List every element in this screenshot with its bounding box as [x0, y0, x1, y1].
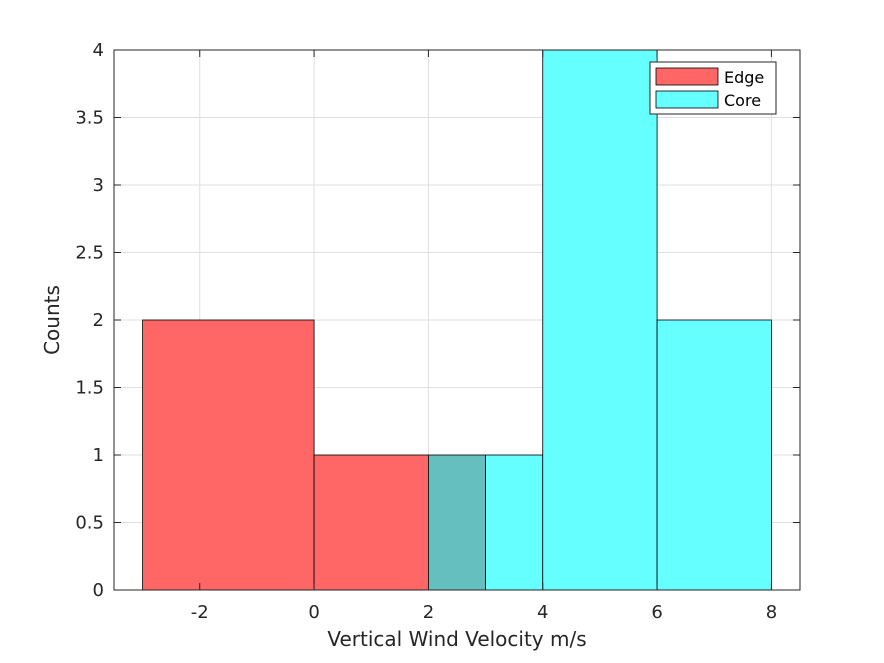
legend-label: Edge — [724, 68, 764, 87]
core-bar — [656, 319, 772, 591]
y-tick-label: 0 — [93, 580, 104, 601]
legend: Edge Core — [649, 61, 777, 115]
x-axis-label: Vertical Wind Velocity m/s — [327, 627, 586, 651]
y-tick-label: 0.5 — [75, 513, 104, 534]
y-axis-label: Counts — [40, 285, 64, 355]
axes-box — [113, 49, 801, 591]
core-bar — [542, 49, 658, 591]
y-tick-label: 4 — [93, 40, 104, 61]
core-bar — [485, 454, 544, 591]
x-tick-label: 2 — [423, 602, 434, 623]
y-tick-label: 2 — [93, 310, 104, 331]
x-tick-label: 4 — [537, 602, 548, 623]
x-tick-label: -2 — [191, 602, 209, 623]
y-tick-label: 1.5 — [75, 378, 104, 399]
x-tick-label: 8 — [766, 602, 777, 623]
tick-labels: -2 0 2 4 6 8 0 0.5 1 1.5 2 2.5 3 3.5 4 — [75, 40, 777, 623]
legend-swatch — [655, 67, 719, 86]
histogram-bars — [142, 49, 772, 591]
y-tick-label: 3 — [93, 175, 104, 196]
y-tick-label: 1 — [93, 445, 104, 466]
x-tick-label: 0 — [308, 602, 319, 623]
y-tick-label: 2.5 — [75, 243, 104, 264]
legend-swatch — [655, 90, 719, 109]
edge-bar — [313, 454, 429, 591]
x-tick-label: 6 — [651, 602, 662, 623]
legend-label: Core — [724, 91, 761, 110]
overlap-bar — [428, 454, 486, 591]
y-tick-label: 3.5 — [75, 108, 104, 129]
edge-bar — [142, 319, 315, 591]
